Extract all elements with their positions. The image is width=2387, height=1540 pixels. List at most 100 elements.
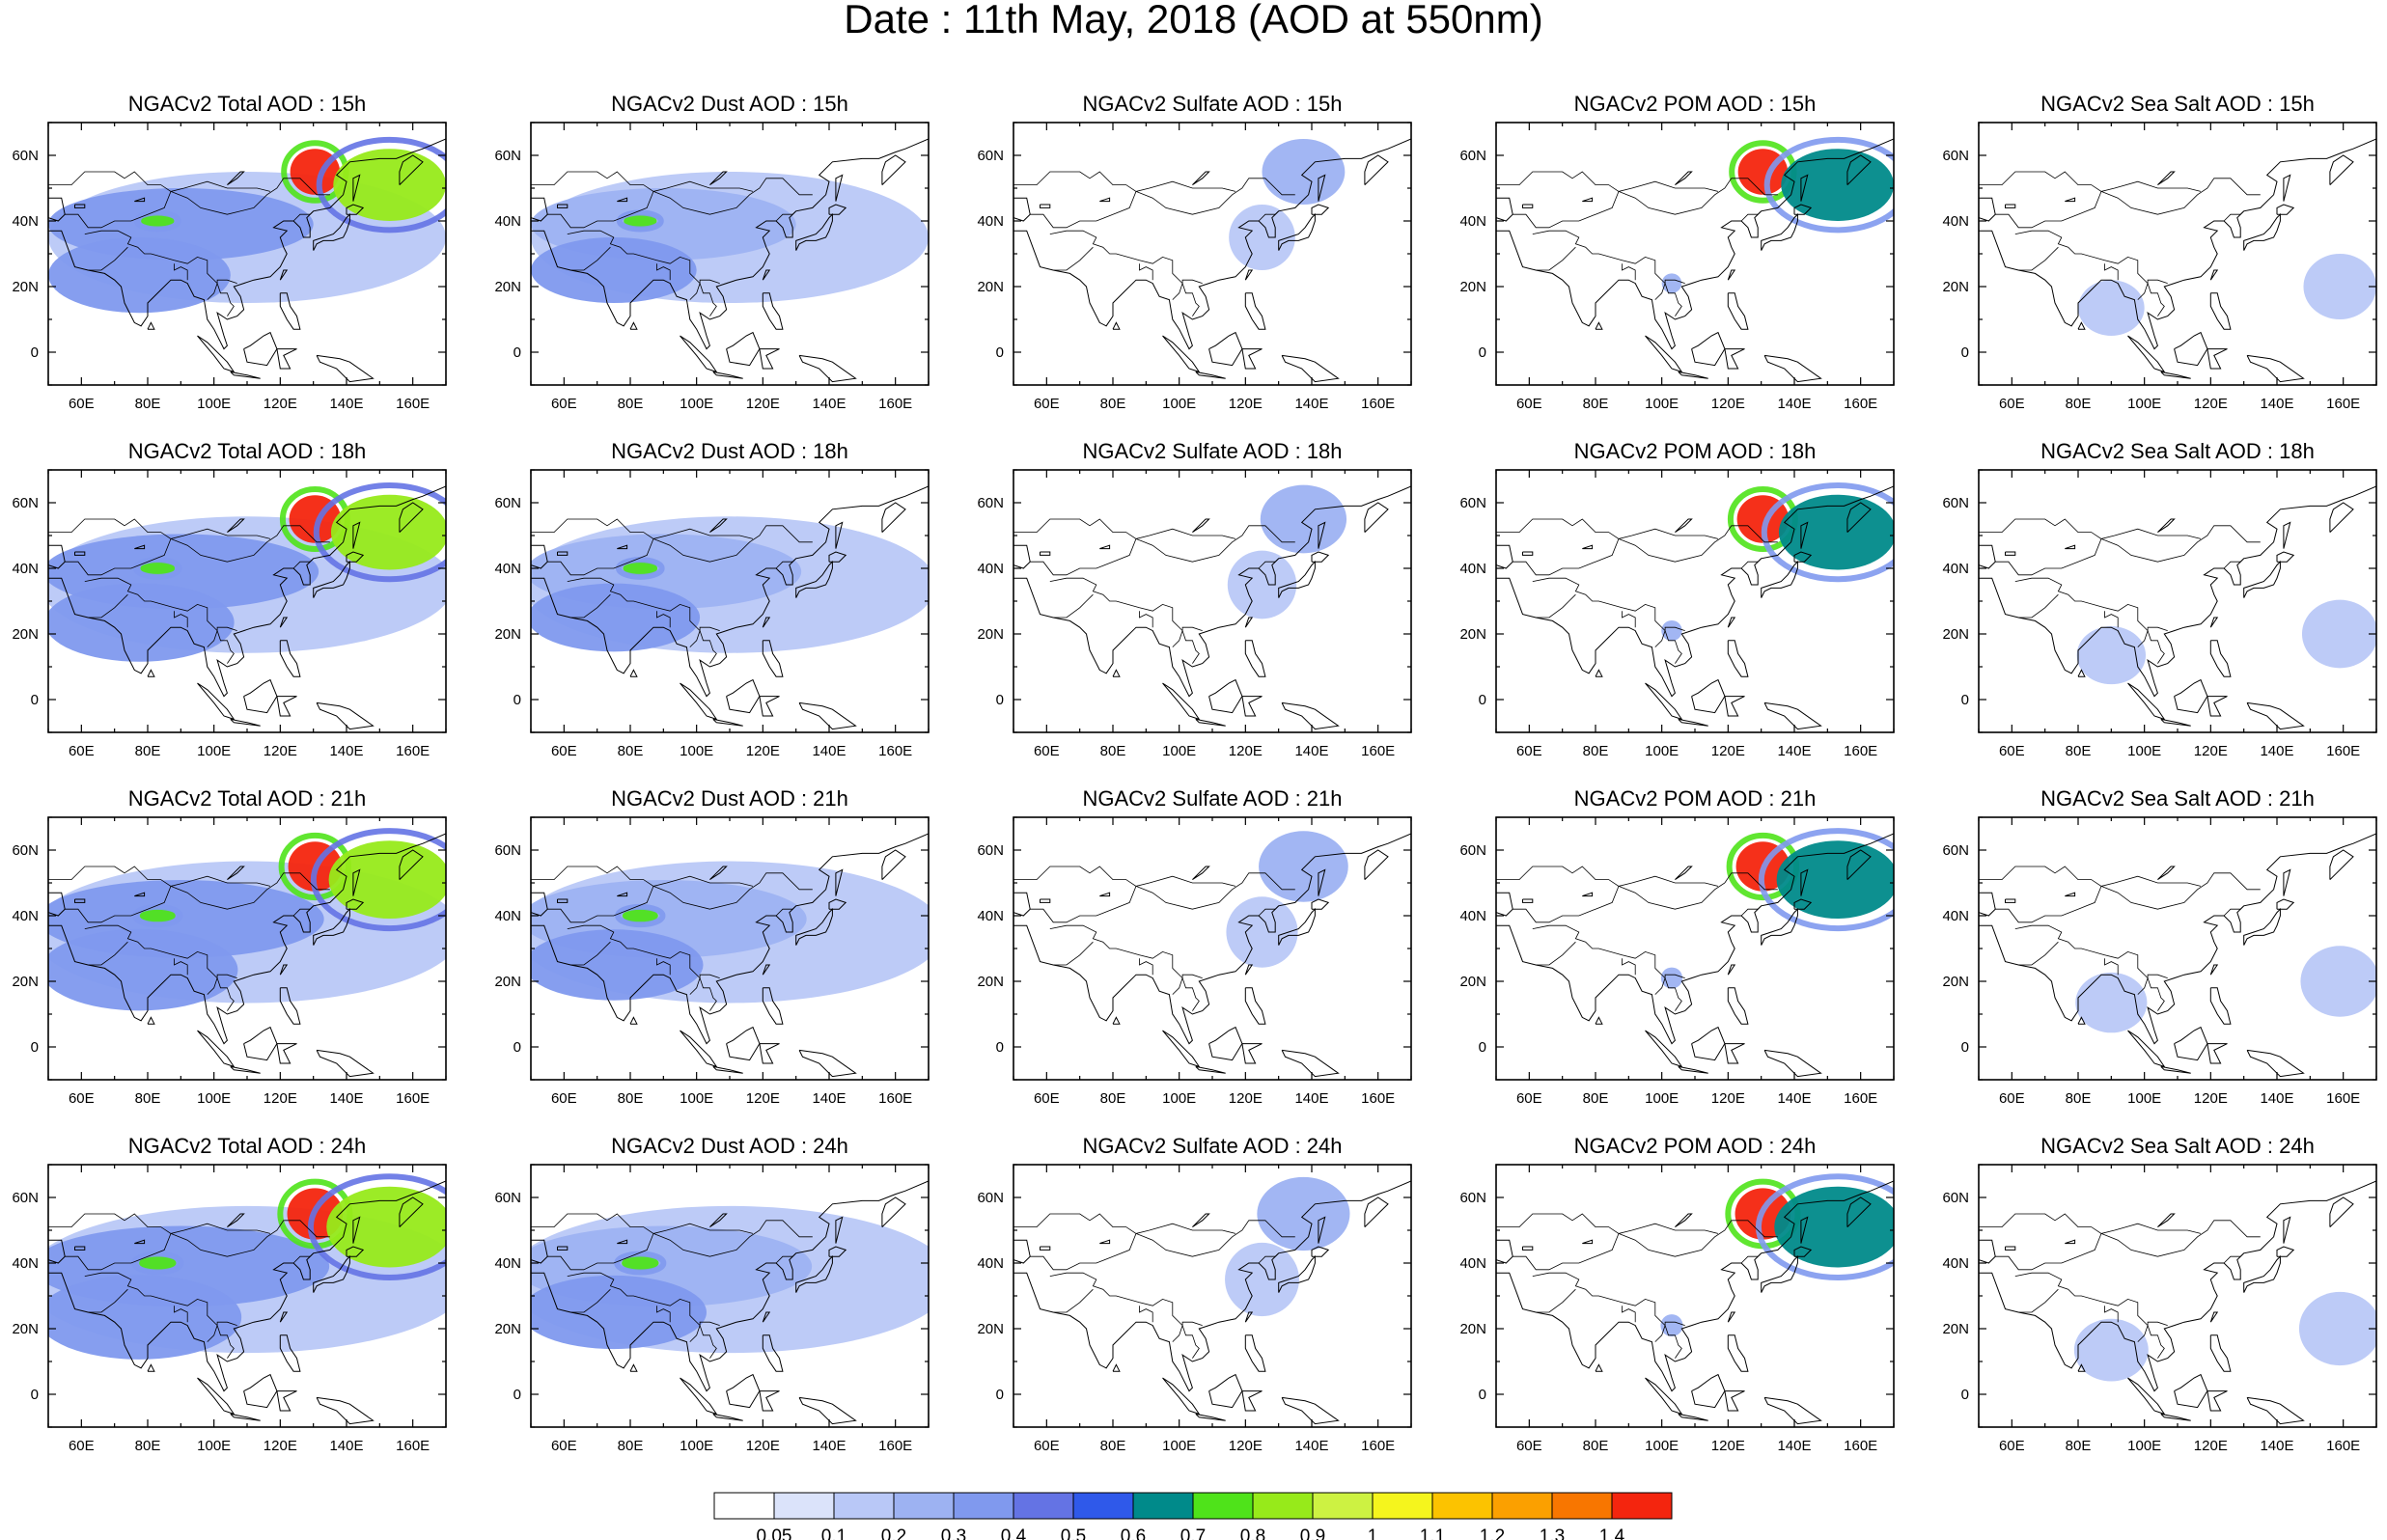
coastline [2276, 1246, 2295, 1257]
country-border [2018, 593, 2059, 619]
coastline [74, 898, 86, 903]
lat-tick-label: 0 [1479, 1387, 1486, 1403]
country-border [207, 1325, 218, 1342]
coastline [2005, 551, 2016, 556]
lon-tick-label: 60E [551, 1090, 577, 1107]
lat-tick-label: 0 [1479, 692, 1486, 708]
aod-field [1979, 485, 2376, 730]
coastline [1208, 1026, 1243, 1061]
aod-feature-tarim-peak [139, 908, 176, 923]
coastline [1040, 898, 1051, 903]
country-border [1496, 171, 1719, 192]
lat-tick-label: 0 [513, 344, 521, 361]
lat-tick-label: 40N [494, 561, 521, 577]
coastline [230, 1065, 261, 1074]
coastline [346, 1246, 365, 1257]
lon-tick-label: 140E [1777, 396, 1811, 412]
lon-tick-label: 100E [2127, 1090, 2161, 1107]
coastline [881, 1196, 906, 1227]
coastline [197, 1377, 236, 1416]
coastline [795, 1254, 833, 1293]
coastline [531, 892, 548, 917]
coastline [762, 640, 784, 677]
country-border [1654, 630, 1666, 647]
colorbar-label: 0.9 [1300, 1526, 1325, 1540]
country-border [2018, 1288, 2059, 1313]
coastline [1846, 849, 1872, 880]
coastline [629, 321, 638, 330]
map-panel-pom-1: NGACv2 POM AOD : 18h 60E 80E 100E 120E 140E 16… [1459, 439, 1895, 759]
coastline [1311, 898, 1330, 910]
coastline [197, 682, 236, 721]
lon-tick-label: 120E [746, 743, 780, 759]
lon-tick-label: 80E [135, 1438, 161, 1454]
lon-tick-label: 120E [746, 1438, 780, 1454]
coastline [2174, 1026, 2208, 1061]
lon-tick-label: 120E [746, 1090, 780, 1107]
lat-tick-label: 40N [977, 213, 1004, 230]
country-border [174, 611, 188, 628]
country-border [292, 210, 314, 222]
map-panel-total-1: NGACv2 Total AOD : 18h 60E 80E 100E 120E 140E… [12, 439, 447, 759]
coastline [1278, 212, 1316, 251]
lat-tick-label: 0 [996, 1039, 1004, 1056]
coastline [2276, 898, 2295, 910]
panel-title: NGACv2 Dust AOD : 24h [611, 1134, 848, 1158]
lon-tick-label: 80E [2066, 743, 2092, 759]
lat-tick-label: 40N [977, 908, 1004, 924]
coastline [134, 197, 146, 203]
coastline [1311, 204, 1330, 215]
coastline [399, 502, 424, 533]
lon-tick-label: 120E [264, 1090, 297, 1107]
country-border [2223, 1252, 2244, 1264]
map-panel-sulfate-0: NGACv2 Sulfate AOD : 15h 60E 80E 100E 120E 14… [977, 92, 1412, 412]
country-border [1513, 908, 1596, 923]
panel-title: NGACv2 Dust AOD : 21h [611, 786, 848, 811]
coastline [1311, 551, 1330, 563]
coastline [1318, 1216, 1326, 1244]
lat-tick-label: 60N [12, 1190, 39, 1206]
aod-feature-kamchatka-plume [333, 149, 446, 222]
map-panel-dust-1: NGACv2 Dust AOD : 18h 60E 80E 100E 120E 140E 1… [494, 439, 930, 759]
country-border [2104, 611, 2119, 628]
aod-feature-tarim-peak [624, 214, 657, 228]
coastline [1727, 292, 1749, 330]
country-border [1622, 611, 1636, 628]
coastline [2209, 1311, 2219, 1323]
lon-tick-label: 120E [1229, 743, 1263, 759]
lat-tick-label: 40N [12, 561, 39, 577]
coastline [617, 197, 628, 203]
country-border [567, 924, 720, 979]
coastline [709, 866, 728, 881]
lon-tick-label: 120E [2194, 1090, 2228, 1107]
aod-feature-tarim-peak [141, 214, 175, 228]
aod-feature-south-asia [531, 1275, 707, 1350]
lat-tick-label: 20N [494, 1321, 521, 1337]
country-border [2147, 630, 2165, 664]
country-border [775, 1252, 796, 1264]
lon-tick-label: 100E [1645, 1090, 1679, 1107]
coastline [227, 866, 245, 881]
lon-tick-label: 80E [1100, 396, 1126, 412]
coastline [726, 678, 761, 714]
lat-tick-label: 60N [494, 842, 521, 859]
coastline [1793, 551, 1813, 563]
coastline [1645, 1377, 1683, 1416]
lon-tick-label: 60E [551, 743, 577, 759]
country-border [1979, 518, 2202, 539]
coastline [1595, 1016, 1603, 1025]
coastline [1691, 1373, 1726, 1409]
coastline [147, 321, 155, 330]
coastline [798, 354, 857, 383]
coastline [1793, 204, 1813, 215]
coastline [243, 331, 278, 367]
map-frame [1978, 122, 2377, 386]
lon-tick-label: 140E [1777, 1090, 1811, 1107]
coastline [2246, 1396, 2305, 1425]
aod-feature-ne-plume [1262, 139, 1346, 205]
coastline [2127, 1030, 2166, 1068]
colorbar-label: 1.1 [1420, 1526, 1445, 1540]
aod-feature-tarim-peak [622, 908, 658, 923]
lon-tick-label: 140E [2260, 1438, 2293, 1454]
lon-tick-label: 60E [1999, 1438, 2025, 1454]
